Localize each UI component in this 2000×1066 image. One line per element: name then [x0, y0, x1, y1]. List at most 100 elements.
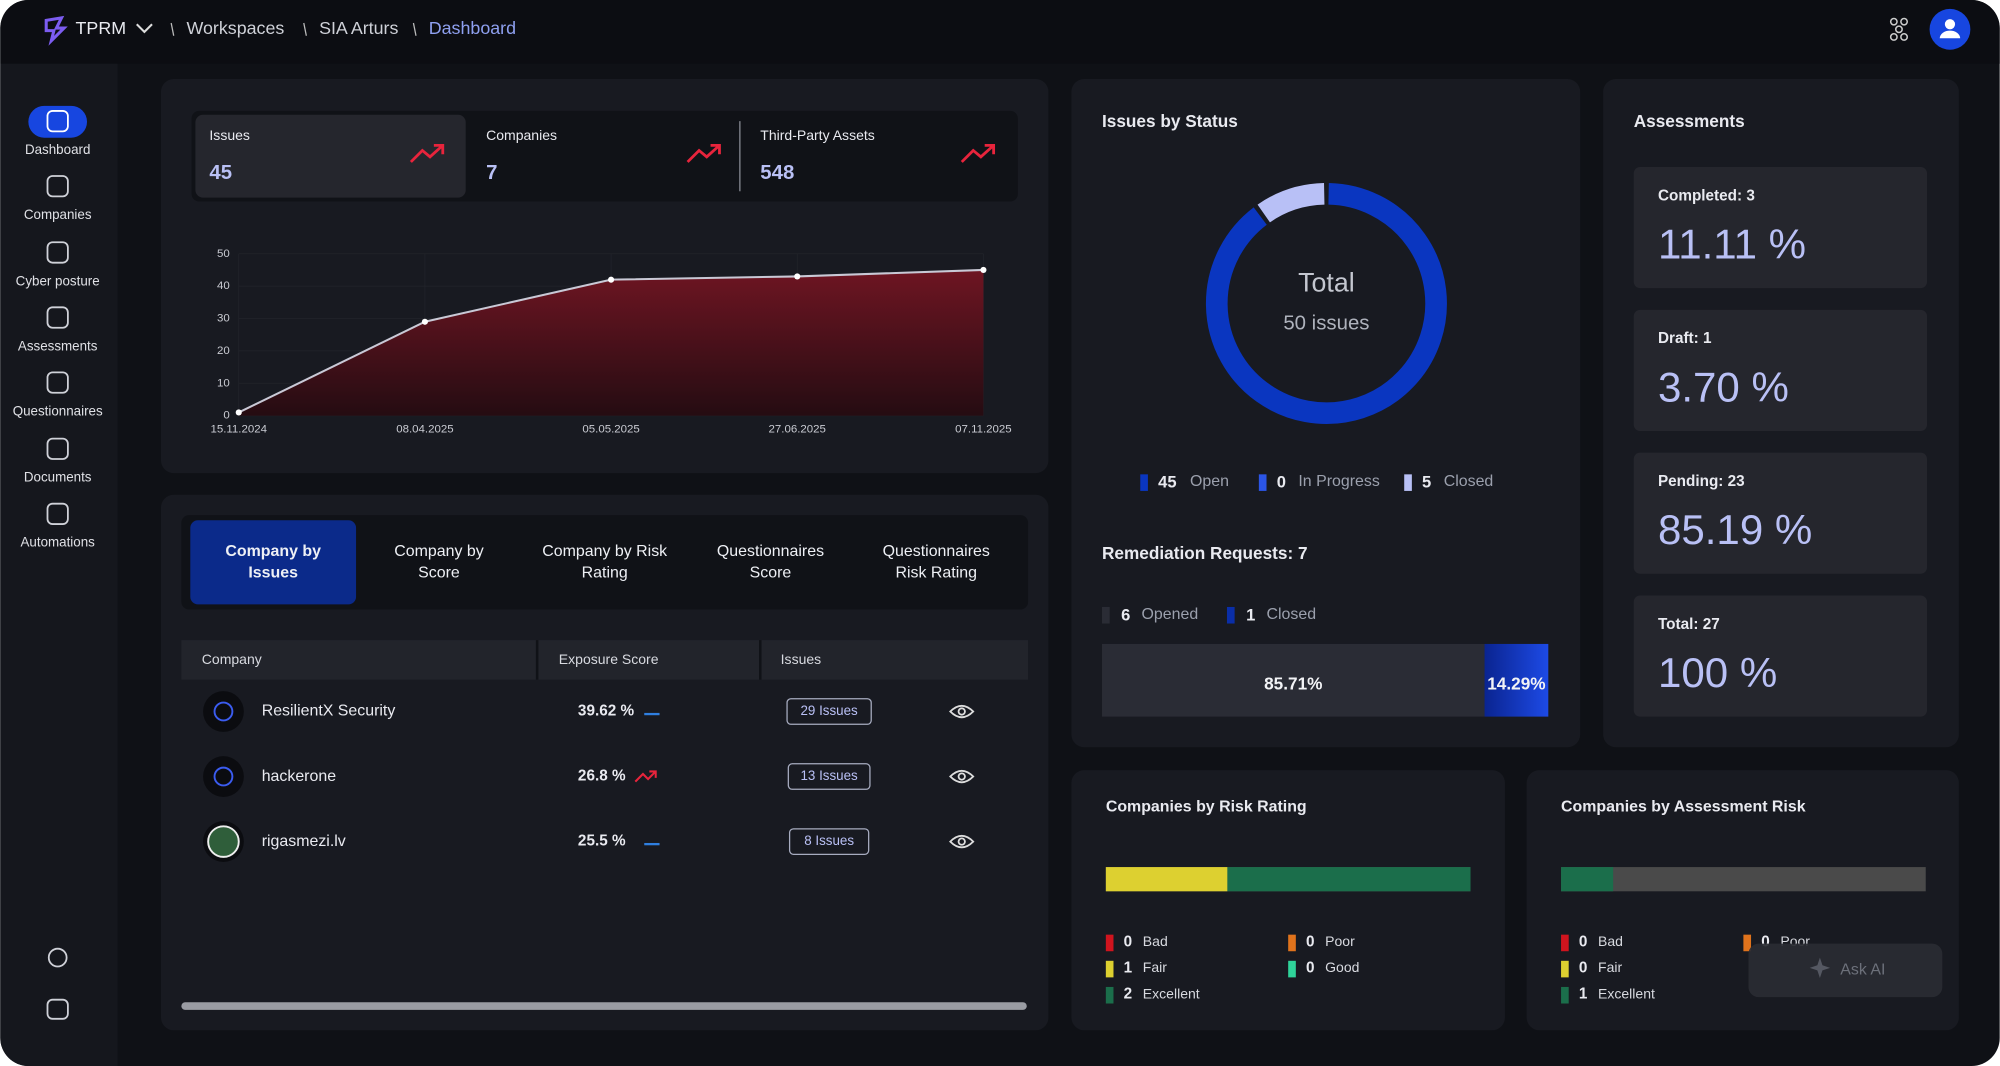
point	[980, 266, 987, 274]
sidebar	[0, 63, 118, 1066]
legend-label: Fair	[1598, 959, 1622, 975]
top-bar	[0, 0, 2000, 64]
brand: TPRM	[76, 18, 127, 38]
nav-icon[interactable]	[46, 110, 69, 133]
legend-label: Excellent	[1143, 985, 1200, 1001]
view-icon[interactable]	[949, 834, 975, 849]
legend-label: In Progress	[1298, 473, 1379, 490]
nav-icon[interactable]	[46, 241, 69, 264]
bar-label: 85.71%	[1264, 673, 1322, 693]
apps-icon[interactable]	[1889, 17, 1909, 41]
company-logo	[203, 756, 244, 797]
point	[421, 318, 428, 325]
legend-label: Closed	[1267, 606, 1317, 623]
active-nav	[28, 105, 88, 138]
legend-swatch	[1258, 474, 1267, 491]
legend-value: 1	[1124, 960, 1133, 977]
company-logo	[203, 691, 244, 732]
assessment-value: 3.70 %	[1658, 363, 1789, 410]
nav-icon[interactable]	[46, 437, 69, 460]
legend-swatch	[1561, 934, 1569, 952]
tab[interactable]: Company by Issues	[225, 541, 321, 582]
nav-icon[interactable]	[46, 502, 69, 525]
help-icon[interactable]	[46, 998, 69, 1020]
legend-swatch	[1288, 934, 1296, 952]
tab[interactable]: Questionnaires Risk Rating	[882, 541, 990, 582]
assessment-value: 85.19 %	[1658, 506, 1812, 553]
tab[interactable]: Company by Risk Rating	[542, 541, 668, 582]
kpi-value: 548	[760, 162, 794, 184]
legend-swatch	[1226, 606, 1235, 624]
legend-value: 0	[1579, 960, 1588, 977]
legend-label: Closed	[1444, 473, 1494, 490]
kpi-label: Issues	[209, 127, 250, 143]
legend-swatch	[1105, 934, 1114, 952]
bar-track	[1561, 867, 1926, 892]
donut-center-title: Total	[1298, 267, 1355, 297]
view-icon-pupil	[957, 707, 966, 716]
legend-label: Fair	[1143, 959, 1167, 975]
x-tick-label: 27.06.2025	[769, 424, 826, 436]
point	[235, 409, 242, 416]
legend-label: Poor	[1325, 933, 1355, 949]
legend-label: Opened	[1142, 606, 1199, 623]
bar-segment	[1105, 867, 1228, 892]
issues-badge-label: 8 Issues	[804, 833, 854, 848]
separator	[303, 22, 307, 36]
legend-label: Bad	[1598, 933, 1623, 949]
view-icon[interactable]	[949, 769, 975, 784]
issues-badge	[786, 698, 872, 725]
assessment-value: 11.11 %	[1658, 220, 1806, 267]
panel-title: Remediation Requests: 7	[1102, 543, 1308, 563]
tab-active	[190, 520, 357, 605]
company-logo-mark	[207, 825, 240, 858]
assessment-card	[1633, 452, 1928, 574]
company-name: hackerone	[262, 768, 336, 785]
donut-segment	[1205, 183, 1447, 424]
donut-center-subtitle: 50 issues	[1283, 312, 1369, 334]
trend-up-icon	[409, 143, 445, 163]
company-name: ResilientX Security	[262, 703, 396, 720]
exposure-score: 25.5 %	[578, 833, 626, 850]
ask-ai-button	[1748, 943, 1943, 998]
nav-icon[interactable]	[46, 371, 69, 394]
panel-title: Companies by Assessment Risk	[1561, 798, 1806, 815]
ask-ai-label: Ask AI	[1840, 962, 1885, 979]
bar-segment	[1561, 867, 1614, 892]
nav-icon[interactable]	[46, 175, 69, 198]
scrollbar	[181, 1002, 1027, 1010]
settings-icon[interactable]	[47, 947, 68, 968]
donut-segment	[1257, 183, 1325, 223]
nav-icon[interactable]	[46, 306, 69, 329]
logo[interactable]	[44, 15, 68, 46]
company-logo-mark	[213, 766, 234, 787]
panel-title: Issues by Status	[1102, 111, 1238, 131]
x-tick-label: 15.11.2024	[210, 424, 267, 436]
chevron[interactable]	[136, 23, 153, 34]
legend-value: 0	[1761, 933, 1770, 950]
assessment-card	[1633, 309, 1928, 431]
panel	[1071, 770, 1505, 1031]
legend-swatch	[1561, 960, 1569, 978]
y-tick-label: 30	[217, 313, 230, 325]
kpi-label: Companies	[486, 127, 557, 143]
assessment-card	[1633, 167, 1928, 289]
tab-box: Company by Issues	[225, 541, 321, 582]
tab[interactable]: Questionnaires Score	[716, 541, 825, 582]
tab-box: Questionnaires Risk Rating	[882, 541, 990, 582]
tab[interactable]: Company by Score	[394, 541, 484, 582]
assessment-value: 100 %	[1658, 649, 1777, 696]
view-icon-pupil	[957, 772, 966, 781]
y-tick-label: 0	[223, 410, 229, 422]
tabs-bar	[181, 515, 1029, 610]
nav-label: Questionnaires	[13, 403, 103, 418]
legend-label: Open	[1190, 473, 1229, 490]
company-logo-mark	[213, 701, 234, 722]
legend-swatch	[1404, 474, 1412, 491]
legend-value: 0	[1124, 933, 1133, 950]
table-header	[181, 640, 1029, 680]
nav-label: Companies	[24, 207, 92, 222]
view-icon[interactable]	[949, 704, 975, 719]
assessment-label: Completed: 3	[1658, 187, 1755, 204]
company-name: rigasmezi.lv	[262, 833, 346, 850]
